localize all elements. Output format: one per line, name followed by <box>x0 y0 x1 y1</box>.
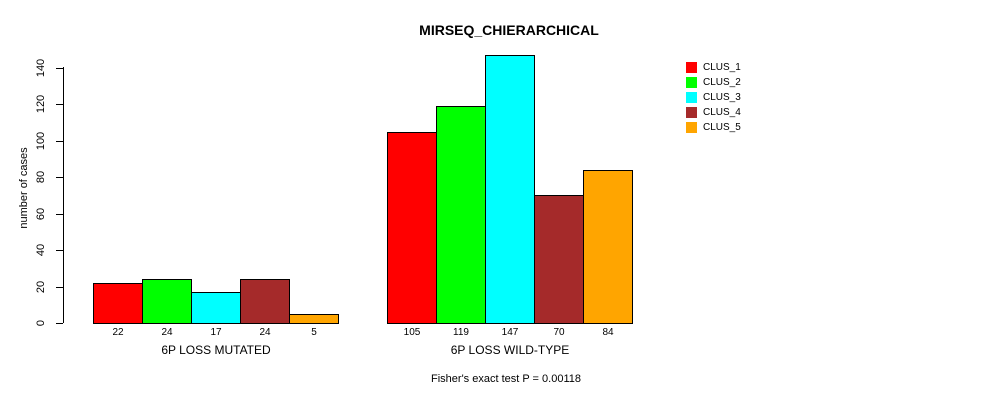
legend-label: CLUS_2 <box>703 77 741 88</box>
legend-swatch-icon <box>686 62 697 73</box>
y-axis-line <box>63 67 64 323</box>
group-label: 6P LOSS MUTATED <box>161 343 271 357</box>
y-tick-mark <box>56 103 63 105</box>
bar-clus_1-mutated <box>93 283 143 324</box>
y-tick-mark <box>56 213 63 215</box>
y-tick-label: 40 <box>35 243 47 256</box>
chart-title: MIRSEQ_CHIERARCHICAL <box>419 22 599 38</box>
y-tick-mark <box>56 286 63 288</box>
legend-swatch-icon <box>686 107 697 118</box>
legend-label: CLUS_1 <box>703 62 741 73</box>
legend-row: CLUS_5 <box>686 122 741 133</box>
bar-value-label: 24 <box>259 327 271 338</box>
y-tick-label: 0 <box>35 319 47 326</box>
bar-value-label: 105 <box>403 327 421 338</box>
bar-clus_2-mutated <box>142 279 192 324</box>
legend-row: CLUS_1 <box>686 62 741 73</box>
legend-row: CLUS_2 <box>686 77 741 88</box>
y-tick-mark <box>56 140 63 142</box>
y-tick-mark <box>56 249 63 251</box>
bar-clus_5-wild-type <box>583 170 633 324</box>
y-tick-mark <box>56 67 63 69</box>
bar-clus_4-mutated <box>240 279 290 324</box>
bar-clus_1-wild-type <box>387 132 437 324</box>
legend-row: CLUS_3 <box>686 92 741 103</box>
bar-clus_3-mutated <box>191 292 241 324</box>
y-tick-label: 20 <box>35 280 47 293</box>
bar-value-label: 17 <box>210 327 222 338</box>
legend-label: CLUS_5 <box>703 122 741 133</box>
legend: CLUS_1 CLUS_2 CLUS_3 CLUS_4 CLUS_5 <box>686 62 741 137</box>
bar-clus_4-wild-type <box>534 195 584 324</box>
bar-clus_3-wild-type <box>485 55 535 324</box>
y-tick-label: 120 <box>35 94 47 113</box>
bar-value-label: 119 <box>453 327 469 338</box>
y-axis-label: number of cases <box>18 147 30 229</box>
bar-value-label: 70 <box>553 327 565 338</box>
bar-value-label: 147 <box>501 327 519 338</box>
bar-value-label: 24 <box>161 327 173 338</box>
legend-label: CLUS_4 <box>703 107 741 118</box>
y-tick-mark <box>56 176 63 178</box>
bar-value-label: 84 <box>602 327 614 338</box>
y-tick-label: 80 <box>35 170 47 183</box>
bar-clus_5-mutated <box>289 314 339 324</box>
legend-row: CLUS_4 <box>686 107 741 118</box>
legend-label: CLUS_3 <box>703 92 741 103</box>
bar-value-label: 5 <box>311 327 317 338</box>
legend-swatch-icon <box>686 77 697 88</box>
legend-swatch-icon <box>686 92 697 103</box>
y-tick-label: 140 <box>35 58 47 77</box>
bar-value-label: 22 <box>112 327 124 338</box>
footer-note: Fisher's exact test P = 0.00118 <box>431 373 581 385</box>
bar-clus_2-wild-type <box>436 106 486 324</box>
group-label: 6P LOSS WILD-TYPE <box>450 343 570 357</box>
legend-swatch-icon <box>686 122 697 133</box>
y-tick-mark <box>56 322 63 324</box>
y-tick-label: 60 <box>35 207 47 220</box>
y-tick-label: 100 <box>35 131 47 150</box>
